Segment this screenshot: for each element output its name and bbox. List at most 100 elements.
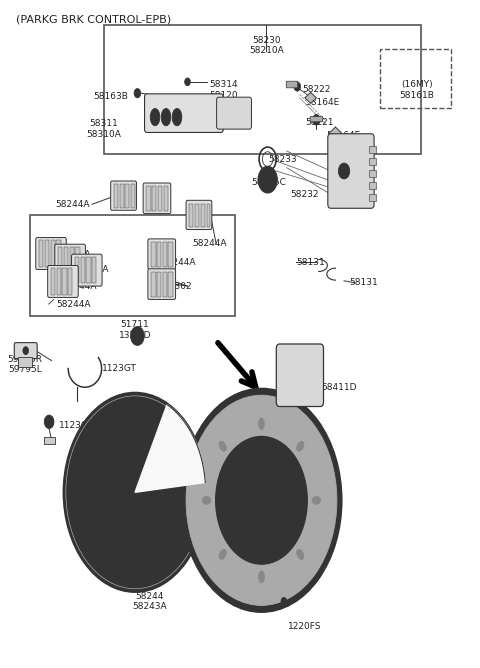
Circle shape xyxy=(134,89,141,98)
Text: 58244A: 58244A xyxy=(56,299,91,309)
Bar xyxy=(158,186,162,211)
Text: 58302: 58302 xyxy=(164,282,192,291)
Circle shape xyxy=(131,327,144,345)
Bar xyxy=(151,272,156,297)
Circle shape xyxy=(107,452,164,532)
FancyBboxPatch shape xyxy=(72,254,102,286)
FancyBboxPatch shape xyxy=(148,239,176,269)
Text: 58244A: 58244A xyxy=(62,282,97,291)
Bar xyxy=(75,247,80,273)
Bar xyxy=(369,194,376,201)
Ellipse shape xyxy=(175,113,180,122)
Circle shape xyxy=(63,393,206,592)
Bar xyxy=(157,242,161,267)
Text: 58131: 58131 xyxy=(350,279,379,287)
FancyBboxPatch shape xyxy=(276,344,324,407)
Bar xyxy=(62,268,67,295)
Circle shape xyxy=(110,490,114,495)
Circle shape xyxy=(155,499,159,504)
Polygon shape xyxy=(305,93,316,103)
Circle shape xyxy=(312,114,320,125)
Ellipse shape xyxy=(259,571,264,582)
Bar xyxy=(75,257,79,283)
Bar xyxy=(50,240,55,267)
Text: 58131: 58131 xyxy=(296,258,325,267)
Circle shape xyxy=(130,521,133,526)
Circle shape xyxy=(44,415,54,428)
Circle shape xyxy=(247,480,276,520)
Circle shape xyxy=(130,458,133,464)
FancyBboxPatch shape xyxy=(216,97,252,129)
Bar xyxy=(114,184,118,208)
Text: 58244A: 58244A xyxy=(161,258,196,267)
Text: 58230
58210A: 58230 58210A xyxy=(249,35,284,55)
Ellipse shape xyxy=(202,496,211,504)
Text: 58222: 58222 xyxy=(302,85,330,94)
Circle shape xyxy=(120,472,149,512)
Text: 58244A: 58244A xyxy=(74,265,109,274)
Bar xyxy=(57,268,61,295)
Bar xyxy=(151,242,156,267)
Circle shape xyxy=(216,436,307,564)
FancyBboxPatch shape xyxy=(55,244,85,276)
FancyBboxPatch shape xyxy=(111,181,136,210)
Bar xyxy=(168,272,173,297)
Ellipse shape xyxy=(153,113,157,122)
Circle shape xyxy=(185,78,191,86)
FancyBboxPatch shape xyxy=(310,116,323,122)
Ellipse shape xyxy=(150,108,160,126)
Bar xyxy=(190,204,193,227)
Circle shape xyxy=(254,490,269,510)
Bar xyxy=(152,186,156,211)
Bar xyxy=(206,204,210,227)
Text: 58235C: 58235C xyxy=(251,178,286,188)
Circle shape xyxy=(47,418,51,425)
Bar xyxy=(18,357,33,367)
FancyBboxPatch shape xyxy=(328,134,374,208)
Circle shape xyxy=(23,347,29,355)
Bar xyxy=(317,359,323,366)
Circle shape xyxy=(294,82,300,92)
FancyBboxPatch shape xyxy=(14,343,37,359)
Text: 58244A: 58244A xyxy=(56,250,91,259)
Text: 58221: 58221 xyxy=(305,118,334,127)
Text: (PARKG BRK CONTROL-EPB): (PARKG BRK CONTROL-EPB) xyxy=(16,15,171,25)
Bar xyxy=(380,49,451,108)
Bar xyxy=(64,247,68,273)
Bar xyxy=(317,391,323,398)
Bar xyxy=(369,170,376,177)
Text: 51711
1351JD: 51711 1351JD xyxy=(119,321,151,340)
Bar xyxy=(45,240,49,267)
Ellipse shape xyxy=(219,441,226,452)
Bar xyxy=(146,186,151,211)
Ellipse shape xyxy=(297,549,304,560)
Bar xyxy=(39,240,43,267)
Ellipse shape xyxy=(259,418,264,430)
Ellipse shape xyxy=(164,113,168,122)
FancyBboxPatch shape xyxy=(48,265,78,297)
Ellipse shape xyxy=(288,379,294,389)
FancyBboxPatch shape xyxy=(144,94,223,132)
Ellipse shape xyxy=(284,357,298,381)
Text: 58233: 58233 xyxy=(269,154,297,164)
Bar xyxy=(369,146,376,153)
Text: 58120: 58120 xyxy=(209,92,238,100)
Text: 58244
58243A: 58244 58243A xyxy=(132,592,167,611)
Bar xyxy=(104,25,421,154)
Polygon shape xyxy=(135,405,205,492)
Bar xyxy=(81,257,85,283)
Bar xyxy=(30,215,235,316)
FancyBboxPatch shape xyxy=(36,238,66,269)
Bar xyxy=(168,242,173,267)
Bar xyxy=(369,158,376,165)
Text: 58164E: 58164E xyxy=(326,132,360,140)
FancyBboxPatch shape xyxy=(148,269,176,299)
Bar xyxy=(120,184,123,208)
Ellipse shape xyxy=(161,108,171,126)
Bar xyxy=(195,204,199,227)
Ellipse shape xyxy=(284,372,298,396)
FancyBboxPatch shape xyxy=(286,81,298,88)
FancyBboxPatch shape xyxy=(186,200,212,230)
Ellipse shape xyxy=(297,441,304,452)
FancyBboxPatch shape xyxy=(143,183,171,214)
